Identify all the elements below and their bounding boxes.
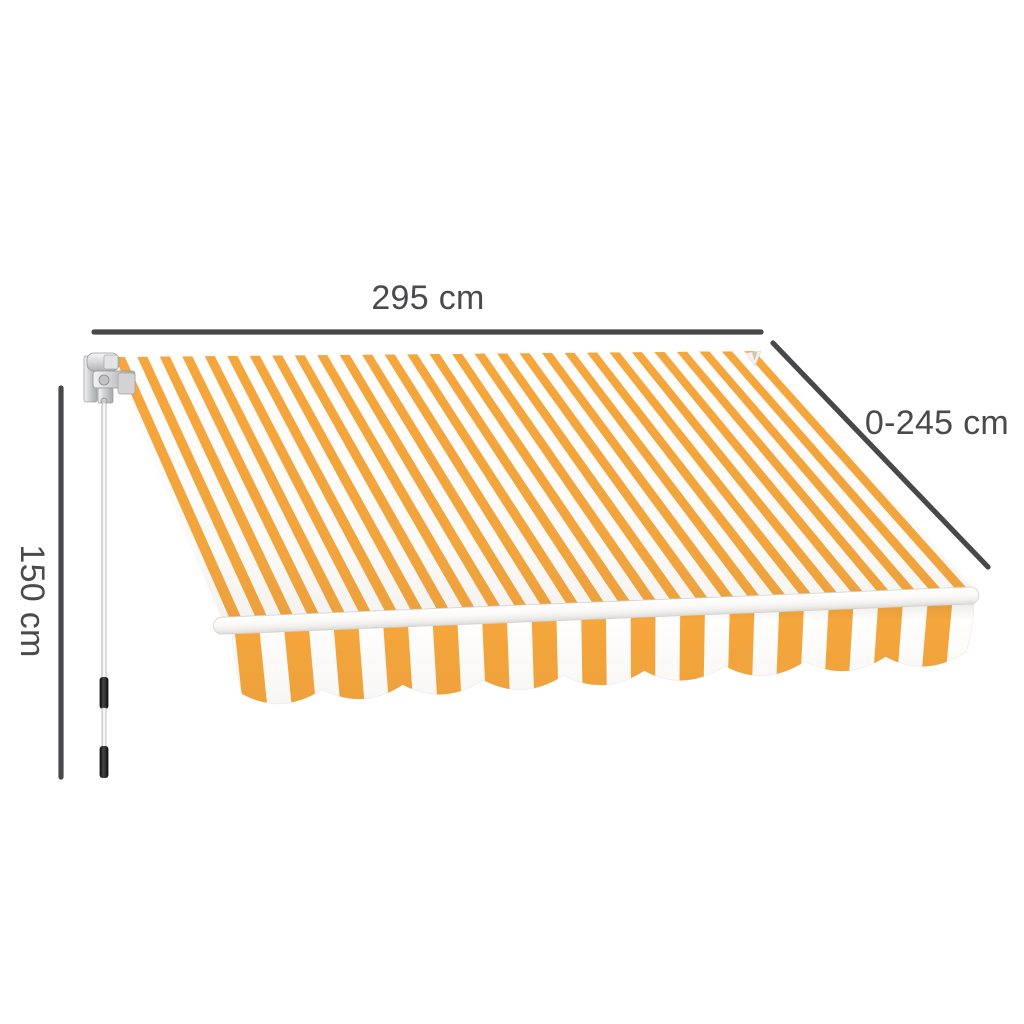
width-dimension-label: 295 cm (371, 279, 484, 317)
canopy-corner-fold (745, 350, 762, 367)
awning-graphic (83, 350, 980, 778)
projection-dimension-label: 0-245 cm (865, 404, 1009, 442)
crank-handle-pole (99, 402, 109, 778)
projection-dimension-line (770, 340, 991, 570)
mounting-bracket (83, 352, 136, 405)
valance-shading (232, 602, 974, 704)
height-dimension-label: 150 cm (13, 544, 51, 657)
awning-front-bar (213, 586, 980, 635)
dimension-annotations: 295 cm 0-245 cm 150 cm (13, 279, 1009, 780)
canopy-shading (108, 351, 977, 619)
canopy-corner-fold-shadow (752, 351, 758, 361)
